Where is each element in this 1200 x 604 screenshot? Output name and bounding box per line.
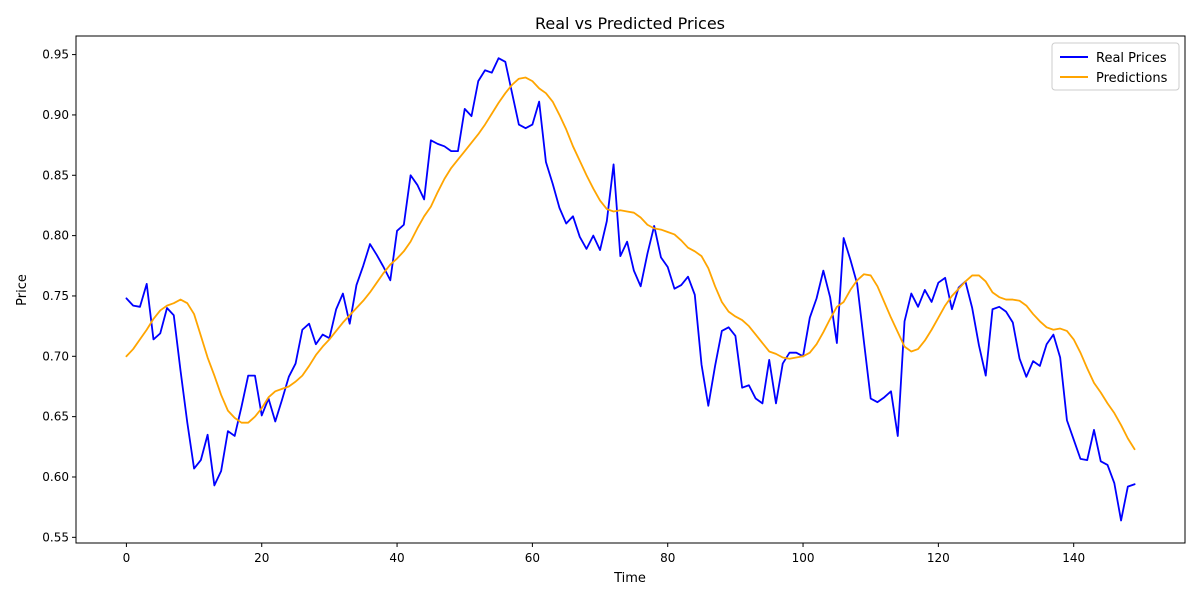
series-line-real-prices bbox=[125, 57, 1136, 522]
y-tick-label: 0.75 bbox=[42, 289, 69, 303]
axes-frame bbox=[75, 35, 1186, 544]
legend-label-predictions: Predictions bbox=[1096, 71, 1168, 86]
y-tick-label: 0.85 bbox=[42, 168, 69, 182]
y-tick-label: 0.90 bbox=[42, 108, 69, 122]
y-tick-label: 0.95 bbox=[42, 48, 69, 62]
x-tick-label: 0 bbox=[123, 551, 131, 565]
chart-title: Real vs Predicted Prices bbox=[535, 14, 725, 33]
y-tick-label: 0.55 bbox=[42, 530, 69, 544]
y-tick-label: 0.65 bbox=[42, 410, 69, 424]
y-tick-label: 0.60 bbox=[42, 470, 69, 484]
x-tick-label: 40 bbox=[389, 551, 404, 565]
x-tick-label: 60 bbox=[525, 551, 540, 565]
plot-area bbox=[125, 57, 1136, 522]
axis-ticks: 0 20 40 60 80 100 120 140 0.55 0.60 0.65 0.70 0.75 0.… bbox=[42, 48, 1085, 565]
x-tick-label: 20 bbox=[254, 551, 269, 565]
x-tick-label: 140 bbox=[1062, 551, 1085, 565]
x-axis-label: Time bbox=[613, 571, 646, 586]
x-tick-label: 120 bbox=[927, 551, 950, 565]
x-tick-label: 100 bbox=[792, 551, 815, 565]
series-line-predictions bbox=[125, 76, 1136, 451]
y-axis-label: Price bbox=[15, 274, 30, 306]
legend: Real Prices Predictions bbox=[1051, 42, 1180, 91]
y-tick-label: 0.70 bbox=[42, 349, 69, 363]
legend-label-real-prices: Real Prices bbox=[1096, 51, 1167, 66]
x-tick-label: 80 bbox=[660, 551, 675, 565]
y-tick-label: 0.80 bbox=[42, 229, 69, 243]
legend-box bbox=[1051, 42, 1180, 91]
